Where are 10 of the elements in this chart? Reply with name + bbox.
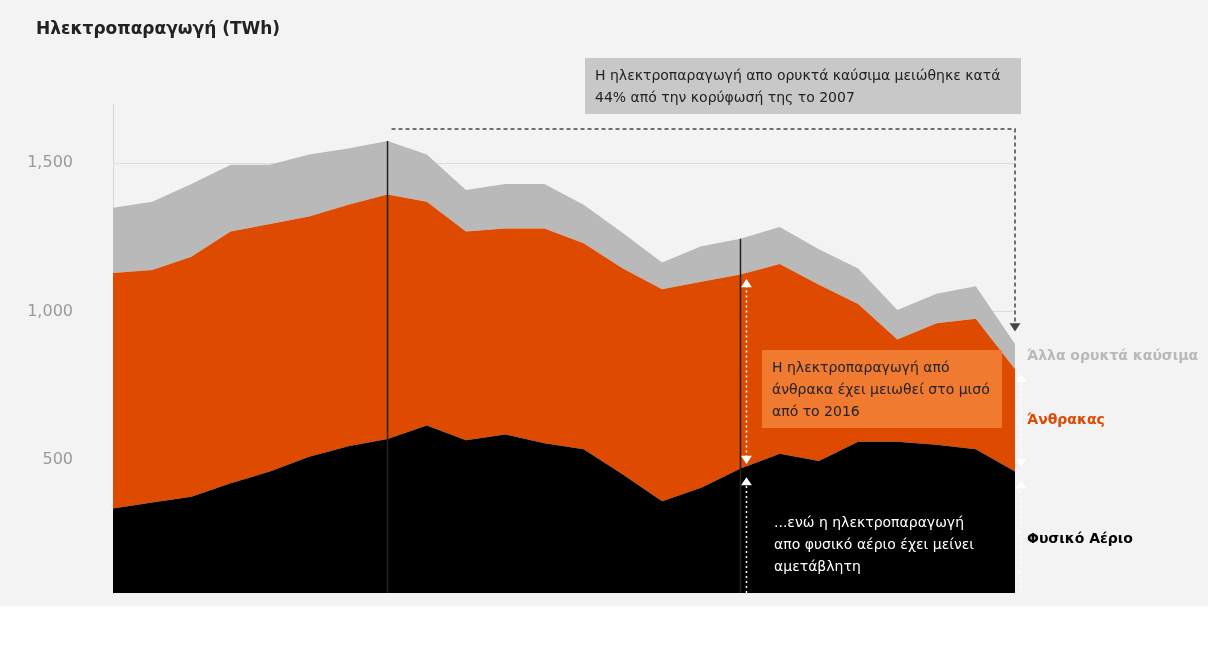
annotation: Η ηλεκτροπαραγωγή από άνθρακα έχει μειωθεί στο μισό από το 2016 xyxy=(762,350,1002,428)
series-label: Άλλα ορυκτά καύσιμα xyxy=(1027,347,1199,364)
series-label: Φυσικό Αέριο xyxy=(1027,530,1134,547)
y-tick-label: 1,000 xyxy=(27,300,73,320)
chart-title: Ηλεκτροπαραγωγή (TWh) xyxy=(36,18,281,38)
y-tick-label: 500 xyxy=(42,448,73,468)
series-label: Άνθρακας xyxy=(1027,411,1105,428)
y-tick-label: 1,500 xyxy=(27,152,73,172)
annotation: Η ηλεκτροπαραγωγή απο ορυκτά καύσιμα μειώθηκε κατά 44% από την κορύφωσή της το 2007 xyxy=(585,58,1021,114)
annotation: ...ενώ η ηλεκτροπαραγωγή απο φυσικό αέριο έχει μείνει αμετάβλητη xyxy=(773,513,976,576)
